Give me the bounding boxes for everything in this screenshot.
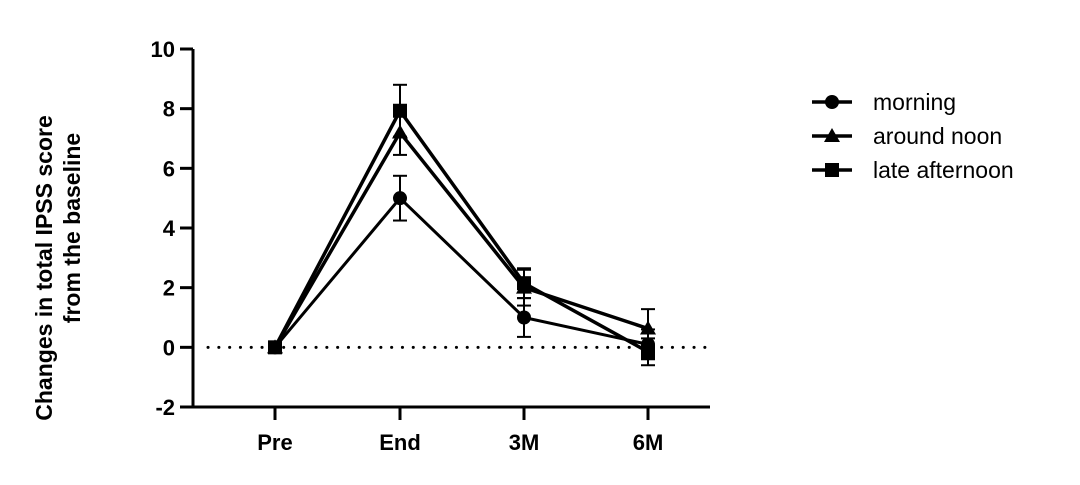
- x-tick-label: 6M: [633, 430, 664, 455]
- y-tick-label: 8: [163, 97, 175, 122]
- series-line: [273, 129, 649, 349]
- x-tick-label: Pre: [257, 430, 292, 455]
- y-axis-label-line-2: from the baseline: [59, 133, 85, 323]
- y-axis-label: Changes in total IPSS score from the bas…: [31, 115, 85, 420]
- legend-item: morning: [812, 89, 956, 115]
- x-tick-label: End: [379, 430, 421, 455]
- series-line: [273, 107, 649, 354]
- square-marker: [641, 344, 655, 359]
- series-morning: [268, 174, 655, 361]
- y-tick-label: 6: [163, 156, 175, 181]
- y-tick-label: 2: [163, 276, 175, 301]
- circle-marker: [825, 95, 839, 109]
- legend-item: around noon: [812, 123, 1002, 149]
- circle-marker: [517, 310, 531, 325]
- y-tick-label: -2: [155, 395, 175, 420]
- legend-item: late afternoon: [812, 157, 1014, 183]
- square-marker: [517, 276, 531, 291]
- series-late-afternoon: [268, 83, 655, 367]
- triangle-marker: [824, 128, 840, 142]
- triangle-marker: [640, 320, 656, 335]
- circle-marker: [393, 191, 407, 206]
- legend-label: late afternoon: [873, 157, 1014, 183]
- square-marker: [393, 103, 407, 118]
- x-tick-label: 3M: [509, 430, 540, 455]
- y-tick-label: 0: [163, 335, 175, 360]
- square-marker: [825, 163, 839, 177]
- square-marker: [268, 340, 282, 355]
- series-line: [273, 195, 649, 349]
- y-tick-label: 4: [163, 216, 176, 241]
- series-around-noon: [267, 109, 656, 354]
- legend-label: morning: [873, 89, 956, 115]
- y-axis-label-line-1: Changes in total IPSS score: [31, 115, 57, 420]
- legend-label: around noon: [873, 123, 1002, 149]
- y-tick-label: 10: [151, 37, 175, 62]
